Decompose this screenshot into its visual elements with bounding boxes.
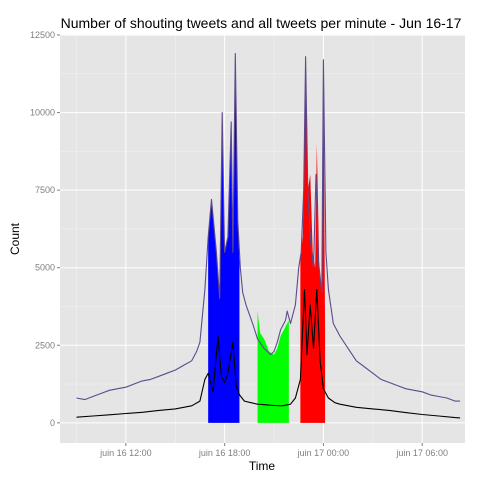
y-tick-label: 0	[50, 418, 55, 428]
chart-title: Number of shouting tweets and all tweets…	[61, 15, 462, 31]
grid-minor	[60, 35, 465, 443]
x-tick-label: juin 17 06:00	[395, 448, 448, 458]
shouting-tweets-series-line	[76, 288, 461, 419]
y-tick-label: 5000	[35, 263, 55, 273]
y-tick-label: 10000	[30, 108, 55, 118]
y-tick-label: 2500	[35, 340, 55, 350]
x-tick-label: juin 17 00:00	[297, 448, 350, 458]
x-axis-title: Time	[249, 459, 276, 473]
y-tick-label: 7500	[35, 185, 55, 195]
all-tweets-series-line	[76, 53, 461, 402]
x-tick-label: juin 16 12:00	[99, 448, 152, 458]
x-tick-label: juin 16 18:00	[198, 448, 251, 458]
green-filled-segment	[257, 311, 289, 423]
x-axis: juin 16 12:00 juin 16 18:00 juin 17 00:00 j…	[99, 443, 448, 458]
y-axis-title: Count	[8, 222, 22, 255]
y-tick-label: 12500	[30, 30, 55, 40]
series-lines	[76, 53, 461, 419]
y-axis: 0 2500 5000 7500 10000 12500	[30, 30, 60, 428]
